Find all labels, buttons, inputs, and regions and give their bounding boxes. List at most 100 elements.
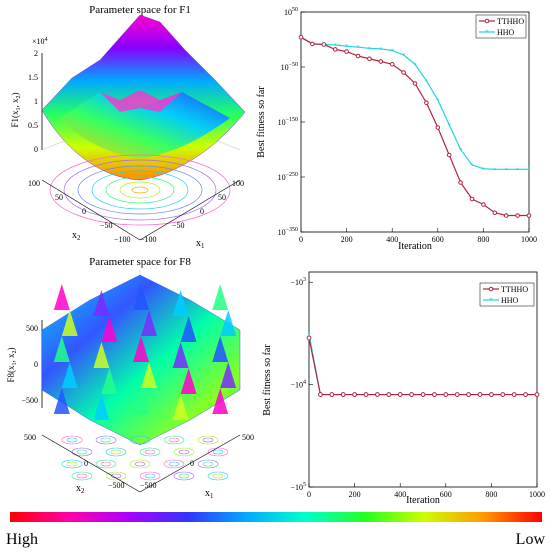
x-tick-label: 600	[432, 235, 444, 244]
data-point-hho: *	[368, 45, 372, 53]
data-point-tthho	[515, 213, 520, 218]
f8-contour	[168, 461, 180, 467]
data-point-hho: *	[447, 122, 451, 130]
f8-contour	[178, 449, 190, 455]
f8-peak	[53, 388, 70, 414]
x-tick-label: 800	[477, 235, 489, 244]
data-point-tthho	[329, 392, 335, 397]
data-point-hho: *	[379, 46, 383, 54]
f8-peak	[220, 310, 237, 336]
f8-base-axis-x2	[41, 434, 141, 493]
f8-contour	[95, 435, 117, 445]
data-point-tthho	[424, 100, 429, 106]
f8-peak	[180, 316, 197, 342]
f8-peak	[53, 336, 70, 362]
legend-label-tthho: TTHHO	[497, 17, 524, 26]
f8-z-tick: 500	[26, 324, 38, 333]
legend-label-tthho: TTHHO	[501, 285, 528, 294]
f8-contour	[139, 471, 161, 481]
f1-convergence-xlabel: Iteration	[398, 241, 432, 252]
data-point-tthho	[420, 392, 426, 397]
f1-title: Parameter space for F1	[89, 4, 191, 16]
data-point-tthho	[355, 53, 361, 59]
data-point-hho: *	[307, 331, 311, 339]
f8-z-tick: 0	[34, 360, 38, 369]
legend-marker-hho: *	[489, 296, 493, 305]
f8-peak	[93, 342, 110, 368]
f8-x-tick: 0	[190, 459, 194, 468]
f8-contour	[66, 437, 78, 443]
f8-peak	[141, 362, 157, 388]
f8-contour	[173, 471, 195, 481]
f1-x-tick: −100	[140, 235, 157, 244]
data-point-tthho	[435, 125, 441, 130]
data-point-tthho	[454, 392, 460, 397]
f8-peak	[133, 284, 149, 310]
data-point-tthho	[401, 70, 406, 75]
data-point-tthho	[466, 392, 472, 397]
x-tick-label: 400	[386, 235, 398, 244]
y-tick-label: −105	[290, 482, 306, 492]
f1-z-tick: 0	[34, 145, 38, 154]
colorbar-high-label: High	[6, 531, 38, 548]
f1-z-tick: 0.5	[28, 121, 38, 130]
f8-y-label: x2	[76, 483, 85, 495]
f8-peak	[172, 342, 189, 368]
y-tick-label: 10−350	[278, 227, 298, 237]
f8-contour	[163, 459, 185, 469]
f8-peak	[133, 388, 149, 414]
f8-convergence-panel: −103−104−10502004006008001000***********…	[262, 271, 545, 506]
f8-peak	[172, 290, 189, 316]
x-tick-label: 400	[394, 490, 406, 499]
data-point-tthho	[526, 213, 532, 218]
data-point-tthho	[534, 392, 540, 397]
data-point-tthho	[318, 392, 323, 397]
x-tick-label: 0	[307, 490, 311, 499]
f1-surface-panel: Parameter space for F1 ×104 2 1.5 1 0.5 …	[10, 4, 246, 250]
f8-contour	[144, 449, 156, 455]
f8-contour	[76, 473, 88, 479]
data-point-tthho	[332, 47, 338, 52]
data-point-tthho	[443, 392, 449, 397]
f8-x-label: x1	[205, 488, 214, 500]
f1-z-tick: 2	[34, 49, 38, 58]
data-point-tthho	[344, 49, 349, 54]
f1-z-label: F1(x1, x2)	[10, 92, 22, 127]
data-point-hho: *	[345, 43, 349, 51]
f8-contour	[105, 447, 127, 457]
f1-y-tick: −100	[114, 235, 131, 244]
f8-peak	[61, 362, 78, 388]
f8-contour	[144, 473, 156, 479]
f8-contour	[71, 447, 93, 457]
colorbar	[10, 512, 542, 522]
data-point-hho: *	[504, 166, 508, 174]
data-point-tthho	[489, 392, 494, 397]
data-point-hho: *	[527, 166, 531, 174]
x-tick-label: 1000	[521, 235, 537, 244]
data-point-tthho	[492, 210, 498, 216]
legend-label-hho: HHO	[501, 296, 519, 305]
f1-z-tick: 1.5	[28, 73, 38, 82]
f8-peak	[212, 336, 229, 362]
f8-peak	[180, 368, 197, 394]
data-point-hho: *	[459, 147, 463, 155]
f1-x-tick: 50	[218, 193, 226, 202]
f8-surface-panel: Parameter space for F8 500 0 −500 F8(x1,…	[6, 256, 254, 500]
f8-contour	[212, 473, 224, 479]
f8-contour	[61, 435, 83, 445]
series-line-hho	[300, 36, 529, 170]
data-point-tthho	[458, 180, 463, 185]
f8-y-tick: 0	[84, 459, 88, 468]
f8-contour	[197, 435, 219, 445]
f1-convergence-ylabel: Best fitness so far	[256, 86, 267, 158]
data-point-tthho	[511, 392, 517, 397]
f8-peak	[53, 284, 70, 310]
f8-peak	[212, 284, 229, 310]
data-point-tthho	[409, 392, 415, 397]
data-point-hho: *	[493, 166, 497, 174]
data-point-tthho	[363, 392, 369, 397]
f8-contour	[163, 435, 185, 445]
x-tick-label: 200	[349, 490, 361, 499]
